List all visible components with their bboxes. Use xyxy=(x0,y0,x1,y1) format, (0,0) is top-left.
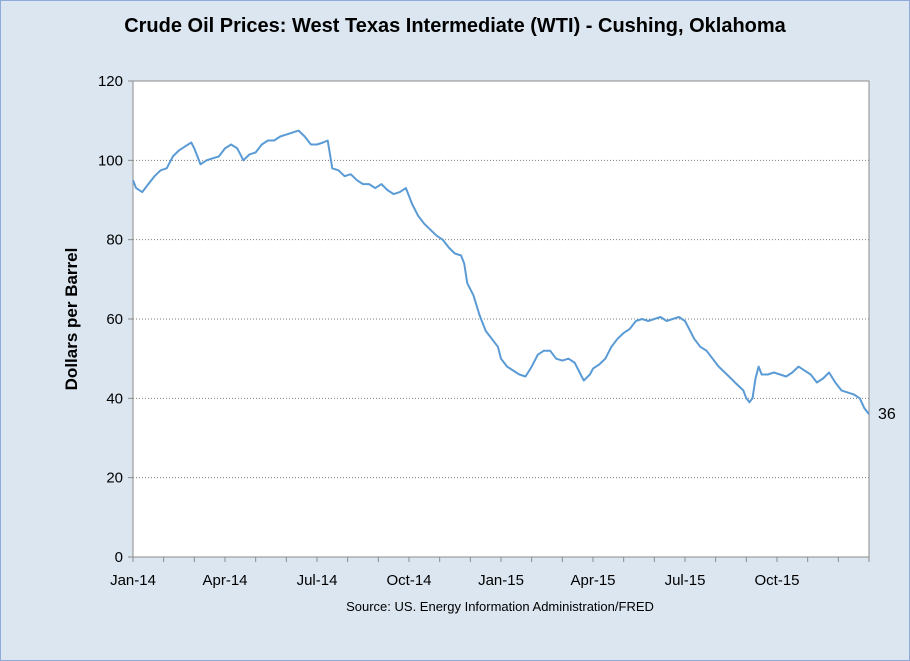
x-tick-label: Jan-15 xyxy=(478,572,524,589)
x-tick-label: Apr-14 xyxy=(202,572,247,589)
series-layer xyxy=(132,129,870,415)
y-tick-label: 40 xyxy=(106,390,123,407)
y-axis-ticks: 0 20 40 60 80 100 120 xyxy=(98,73,133,566)
chart-title: Crude Oil Prices: West Texas Intermediat… xyxy=(124,15,786,37)
x-tick-label: Jan-14 xyxy=(110,572,156,589)
end-value-label: 36 xyxy=(878,406,896,423)
y-tick-label: 100 xyxy=(98,152,123,169)
y-tick-label: 120 xyxy=(98,73,123,90)
source-note: Source: US. Energy Information Administr… xyxy=(346,599,654,614)
plot-area xyxy=(132,80,870,558)
x-tick-label: Oct-15 xyxy=(754,572,799,589)
y-tick-label: 20 xyxy=(106,470,123,487)
series-line xyxy=(132,129,870,415)
x-tick-label: Jul-14 xyxy=(297,572,338,589)
x-axis-ticks: Jan-14 Apr-14 Jul-14 Oct-14 Jan-15 Apr-15 Jul-… xyxy=(110,557,870,589)
y-axis-label: Dollars per Barrel xyxy=(62,248,81,391)
y-tick-label: 60 xyxy=(106,311,123,328)
y-tick-label: 80 xyxy=(106,232,123,249)
x-tick-label: Jul-15 xyxy=(665,572,706,589)
x-tick-label: Oct-14 xyxy=(386,572,431,589)
y-tick-label: 0 xyxy=(115,549,123,566)
x-tick-label: Apr-15 xyxy=(570,572,615,589)
